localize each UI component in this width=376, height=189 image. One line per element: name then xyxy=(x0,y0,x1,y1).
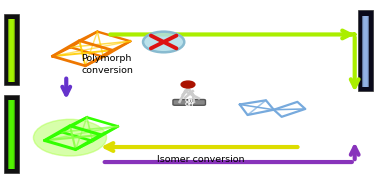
Circle shape xyxy=(33,119,106,156)
FancyBboxPatch shape xyxy=(173,99,205,105)
Circle shape xyxy=(33,119,106,156)
FancyBboxPatch shape xyxy=(8,100,15,169)
FancyBboxPatch shape xyxy=(9,100,14,169)
FancyBboxPatch shape xyxy=(10,19,13,82)
FancyBboxPatch shape xyxy=(364,16,367,87)
FancyBboxPatch shape xyxy=(9,19,14,82)
FancyBboxPatch shape xyxy=(10,100,13,169)
Text: Isomer conversion: Isomer conversion xyxy=(158,155,245,164)
FancyBboxPatch shape xyxy=(5,94,19,173)
FancyBboxPatch shape xyxy=(362,16,370,87)
FancyBboxPatch shape xyxy=(5,14,19,85)
Circle shape xyxy=(33,119,106,156)
Circle shape xyxy=(143,32,184,52)
Text: On
Off: On Off xyxy=(184,98,194,107)
FancyBboxPatch shape xyxy=(8,19,15,82)
Circle shape xyxy=(181,81,195,88)
FancyBboxPatch shape xyxy=(358,10,373,91)
FancyBboxPatch shape xyxy=(363,16,368,87)
Text: Polymorph
conversion: Polymorph conversion xyxy=(81,54,133,74)
